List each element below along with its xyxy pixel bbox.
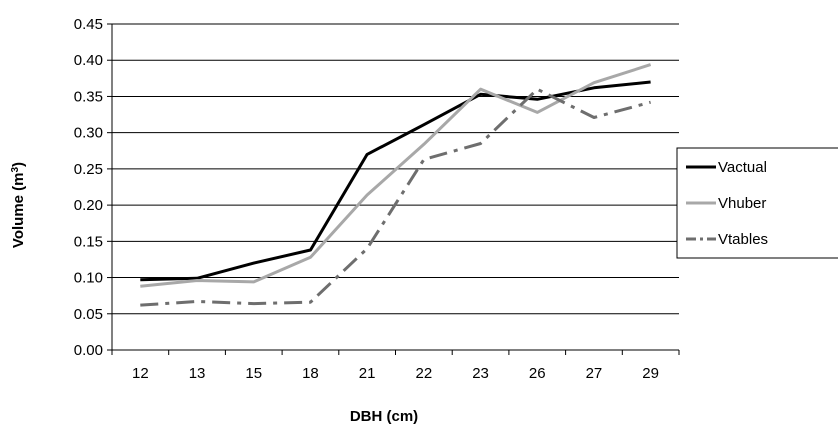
- x-tick-label: 29: [642, 365, 659, 382]
- legend-label-vhuber: Vhuber: [718, 195, 766, 212]
- x-tick-labels: 12 13 15 18 21 22 23 26 27 29: [132, 365, 659, 382]
- y-axis-title-close: ): [10, 162, 27, 167]
- y-axis-title: Volume (m3): [10, 162, 28, 248]
- y-tick-label: 0.40: [74, 52, 103, 69]
- y-tick-label: 0.30: [74, 125, 103, 142]
- y-tick-label: 0.05: [74, 306, 103, 323]
- series-lines: [140, 63, 652, 307]
- legend: Vactual Vhuber Vtables: [676, 147, 838, 259]
- x-tick-label: 26: [529, 365, 546, 382]
- axes: [107, 23, 680, 355]
- x-tick-label: 27: [586, 365, 603, 382]
- x-tick-label: 21: [359, 365, 376, 382]
- y-tick-label: 0.10: [74, 270, 103, 287]
- legend-label-vtables: Vtables: [718, 231, 768, 248]
- y-axis-title-sup: 3: [10, 166, 21, 172]
- x-axis-title: DBH (cm): [350, 408, 418, 425]
- x-tick-label: 15: [245, 365, 262, 382]
- y-axis-title-main: Volume (m: [10, 172, 27, 248]
- y-tick-label: 0.15: [74, 233, 103, 250]
- legend-label-vactual: Vactual: [718, 159, 767, 176]
- series-line-vhuber: [140, 63, 652, 288]
- x-tick-label: 22: [416, 365, 433, 382]
- y-tick-label: 0.25: [74, 161, 103, 178]
- y-tick-label: 0.35: [74, 88, 103, 105]
- y-tick-label: 0.00: [74, 342, 103, 359]
- y-tick-label: 0.45: [74, 16, 103, 33]
- x-tick-label: 18: [302, 365, 319, 382]
- series-line-vtables: [140, 87, 651, 307]
- x-tick-label: 13: [189, 365, 206, 382]
- x-tick-label: 12: [132, 365, 149, 382]
- y-tick-label: 0.20: [74, 197, 103, 214]
- series-line-vactual: [140, 80, 651, 282]
- x-tick-label: 23: [472, 365, 489, 382]
- y-tick-labels: 0.00 0.05 0.10 0.15 0.20 0.25 0.30 0.35 0.40 0.45: [74, 16, 103, 359]
